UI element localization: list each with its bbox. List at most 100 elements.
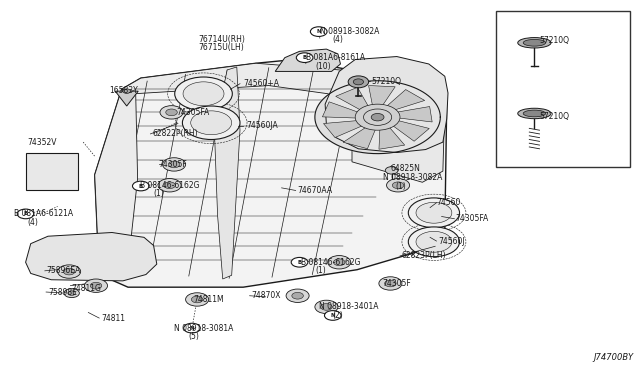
Circle shape — [387, 179, 410, 192]
Circle shape — [191, 111, 232, 135]
Polygon shape — [115, 91, 138, 106]
Text: 57210Q: 57210Q — [539, 36, 569, 45]
Text: B: B — [139, 183, 143, 189]
Circle shape — [310, 27, 327, 36]
Circle shape — [328, 256, 351, 269]
Ellipse shape — [518, 108, 551, 119]
Circle shape — [296, 53, 313, 62]
Polygon shape — [352, 71, 445, 182]
Text: B: B — [298, 260, 301, 265]
Circle shape — [186, 293, 209, 306]
Circle shape — [385, 167, 398, 174]
Polygon shape — [323, 102, 364, 118]
Circle shape — [379, 277, 402, 290]
Text: 74560J: 74560J — [438, 237, 465, 246]
Text: 64825N: 64825N — [390, 164, 420, 173]
Ellipse shape — [518, 38, 551, 48]
Text: (10): (10) — [316, 62, 331, 71]
Text: 62822P(RH): 62822P(RH) — [152, 129, 198, 138]
Circle shape — [416, 202, 452, 223]
Text: 74811: 74811 — [101, 314, 125, 323]
Text: N: N — [316, 29, 321, 34]
Text: N 08918-3082A: N 08918-3082A — [383, 173, 442, 182]
Text: 74670AA: 74670AA — [298, 186, 333, 195]
Circle shape — [183, 82, 224, 106]
Circle shape — [68, 291, 76, 295]
Circle shape — [64, 289, 79, 298]
Polygon shape — [315, 81, 440, 154]
Text: 75898E: 75898E — [48, 288, 77, 296]
Text: 62823P(LH): 62823P(LH) — [402, 251, 447, 260]
Polygon shape — [379, 124, 404, 149]
Text: 74305FA: 74305FA — [176, 108, 209, 117]
Text: N 08918-3081A: N 08918-3081A — [174, 324, 234, 333]
Polygon shape — [26, 232, 157, 281]
Text: N 08918-3082A: N 08918-3082A — [320, 27, 380, 36]
Circle shape — [324, 311, 341, 320]
Polygon shape — [325, 57, 448, 153]
Text: (4): (4) — [332, 35, 343, 44]
Polygon shape — [95, 89, 138, 275]
Text: 74352V: 74352V — [27, 138, 56, 147]
Polygon shape — [343, 124, 377, 149]
Text: J74700BY: J74700BY — [593, 353, 634, 362]
Circle shape — [164, 182, 175, 189]
Text: 57210Q: 57210Q — [539, 112, 569, 121]
Circle shape — [175, 77, 232, 110]
Circle shape — [371, 113, 384, 121]
Polygon shape — [369, 86, 395, 109]
Bar — [496, 11, 630, 167]
Text: 74305F: 74305F — [159, 160, 188, 169]
Circle shape — [355, 104, 400, 130]
Polygon shape — [336, 87, 371, 113]
Circle shape — [84, 279, 108, 292]
Circle shape — [90, 282, 102, 289]
Text: 74811G: 74811G — [72, 284, 102, 293]
Circle shape — [348, 76, 369, 88]
Polygon shape — [214, 67, 240, 279]
Text: (1): (1) — [315, 266, 326, 275]
Circle shape — [291, 257, 308, 267]
Text: 76714U(RH): 76714U(RH) — [198, 35, 245, 44]
Text: 75896EA: 75896EA — [46, 266, 81, 275]
Text: B 081A6-6121A: B 081A6-6121A — [14, 209, 73, 218]
Circle shape — [408, 227, 460, 257]
Text: 74560JA: 74560JA — [246, 121, 278, 130]
Circle shape — [392, 182, 404, 189]
Text: (5): (5) — [189, 332, 200, 341]
Circle shape — [160, 106, 183, 119]
Circle shape — [416, 231, 452, 252]
Text: (1): (1) — [396, 182, 406, 190]
Polygon shape — [122, 63, 422, 104]
Text: 76715U(LH): 76715U(LH) — [198, 43, 244, 52]
Circle shape — [321, 304, 332, 310]
Text: B 08146-6162G: B 08146-6162G — [140, 181, 199, 190]
Text: B 08146-6162G: B 08146-6162G — [301, 258, 360, 267]
Ellipse shape — [523, 39, 545, 46]
Circle shape — [191, 296, 203, 303]
Circle shape — [364, 109, 392, 125]
Circle shape — [63, 268, 75, 275]
Text: N 08918-3401A: N 08918-3401A — [319, 302, 378, 311]
Circle shape — [132, 181, 149, 191]
Text: N: N — [330, 313, 335, 318]
Circle shape — [123, 89, 131, 93]
Text: N: N — [189, 326, 195, 331]
Circle shape — [315, 300, 338, 314]
Circle shape — [163, 158, 186, 171]
Polygon shape — [275, 49, 340, 71]
Text: (1): (1) — [154, 189, 164, 198]
Circle shape — [333, 259, 345, 266]
Ellipse shape — [523, 110, 545, 117]
Circle shape — [166, 109, 177, 116]
Text: B: B — [303, 55, 307, 60]
Text: 57210Q: 57210Q — [371, 77, 401, 86]
Polygon shape — [390, 106, 432, 122]
Text: B: B — [24, 211, 28, 217]
Polygon shape — [388, 119, 429, 141]
Text: 74560+A: 74560+A — [243, 79, 279, 88]
Text: 74560: 74560 — [436, 198, 461, 207]
Text: 74870X: 74870X — [251, 291, 280, 300]
Circle shape — [168, 161, 180, 168]
Circle shape — [353, 79, 364, 85]
